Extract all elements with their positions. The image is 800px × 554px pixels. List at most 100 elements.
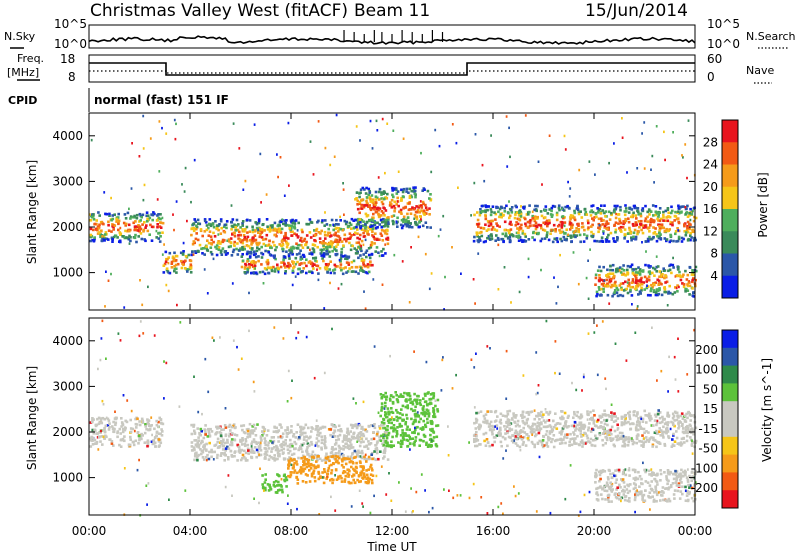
heatmap-cell bbox=[410, 189, 413, 193]
heatmap-cell bbox=[553, 205, 557, 208]
heatmap-cell bbox=[209, 250, 213, 254]
heatmap-cell bbox=[335, 249, 338, 252]
heatmap-cell bbox=[609, 268, 612, 272]
heatmap-cell bbox=[346, 270, 350, 273]
heatmap-cell bbox=[158, 170, 161, 173]
heatmap-cell bbox=[475, 421, 478, 424]
heatmap-cell bbox=[571, 223, 574, 227]
heatmap-cell bbox=[323, 307, 326, 310]
heatmap-cell bbox=[663, 229, 667, 233]
heatmap-cell bbox=[633, 228, 637, 232]
heatmap-cell bbox=[353, 247, 356, 250]
heatmap-cell bbox=[576, 434, 579, 438]
heatmap-cell bbox=[144, 425, 147, 428]
heatmap-cell bbox=[308, 455, 311, 458]
heatmap-cell bbox=[503, 210, 507, 213]
y-tick-label: 1000 bbox=[52, 266, 83, 280]
heatmap-cell bbox=[414, 195, 417, 199]
heatmap-cell bbox=[605, 274, 608, 277]
heatmap-cell bbox=[221, 448, 225, 451]
heatmap-cell bbox=[365, 186, 368, 190]
heatmap-cell bbox=[217, 425, 220, 429]
freq-tick-low: 8 bbox=[68, 70, 76, 84]
heatmap-cell bbox=[376, 129, 379, 132]
heatmap-cell bbox=[333, 155, 336, 158]
heatmap-cell bbox=[389, 399, 392, 402]
heatmap-cell bbox=[691, 228, 694, 232]
heatmap-cell bbox=[538, 422, 541, 426]
heatmap-cell bbox=[329, 242, 333, 245]
heatmap-cell bbox=[346, 429, 349, 433]
heatmap-cell bbox=[535, 428, 538, 432]
heatmap-cell bbox=[93, 236, 96, 239]
heatmap-cell bbox=[192, 446, 196, 449]
heatmap-cell bbox=[123, 306, 126, 309]
heatmap-cell bbox=[588, 160, 591, 163]
heatmap-cell bbox=[337, 287, 340, 290]
heatmap-cell bbox=[615, 238, 619, 242]
heatmap-cell bbox=[121, 430, 125, 434]
heatmap-cell bbox=[305, 435, 308, 439]
heatmap-cell bbox=[623, 442, 626, 446]
heatmap-cell bbox=[653, 439, 657, 442]
heatmap-cell bbox=[603, 428, 606, 432]
heatmap-cell bbox=[207, 457, 211, 461]
heatmap-cell bbox=[583, 228, 586, 232]
heatmap-cell bbox=[303, 457, 307, 461]
heatmap-cell bbox=[374, 444, 377, 447]
heatmap-cell bbox=[310, 443, 314, 446]
heatmap-cell bbox=[396, 419, 399, 422]
heatmap-cell bbox=[161, 231, 164, 234]
heatmap-cell bbox=[536, 204, 539, 208]
heatmap-cell bbox=[259, 435, 263, 438]
heatmap-cell bbox=[425, 443, 428, 446]
heatmap-cell bbox=[123, 213, 127, 216]
heatmap-cell bbox=[274, 479, 278, 483]
heatmap-cell bbox=[136, 225, 139, 229]
heatmap-cell bbox=[414, 405, 417, 409]
heatmap-cell bbox=[357, 241, 360, 244]
heatmap-cell bbox=[515, 221, 518, 224]
heatmap-cell bbox=[220, 249, 223, 253]
heatmap-cell bbox=[342, 182, 344, 185]
heatmap-cell bbox=[357, 439, 361, 442]
heatmap-cell bbox=[325, 477, 328, 480]
heatmap-cell bbox=[378, 435, 381, 439]
heatmap-cell bbox=[621, 444, 624, 448]
heatmap-cell bbox=[433, 415, 437, 419]
heatmap-cell bbox=[420, 151, 422, 155]
heatmap-cell bbox=[276, 153, 278, 156]
heatmap-cell bbox=[184, 267, 187, 270]
heatmap-cell bbox=[217, 245, 221, 249]
heatmap-cell bbox=[206, 453, 209, 457]
heatmap-cell bbox=[673, 440, 677, 443]
heatmap-cell bbox=[439, 228, 442, 231]
heatmap-cell bbox=[669, 291, 672, 295]
heatmap-cell bbox=[658, 275, 661, 279]
heatmap-cell bbox=[371, 424, 375, 428]
heatmap-cell bbox=[218, 426, 222, 430]
heatmap-cell bbox=[183, 190, 186, 193]
heatmap-cell bbox=[654, 213, 657, 217]
heatmap-cell bbox=[279, 156, 282, 159]
heatmap-cell bbox=[667, 211, 670, 215]
heatmap-cell bbox=[161, 221, 165, 225]
heatmap-cell bbox=[581, 225, 585, 229]
heatmap-cell bbox=[491, 443, 494, 447]
heatmap-cell bbox=[220, 253, 224, 256]
heatmap-cell bbox=[676, 227, 679, 230]
heatmap-cell bbox=[216, 427, 219, 430]
heatmap-cell bbox=[111, 427, 115, 431]
heatmap-cell bbox=[199, 229, 203, 233]
heatmap-cell bbox=[692, 432, 695, 436]
heatmap-cell bbox=[578, 168, 581, 172]
heatmap-cell bbox=[577, 222, 580, 226]
heatmap-cell bbox=[662, 267, 665, 270]
heatmap-cell bbox=[422, 405, 425, 408]
heatmap-cell bbox=[272, 265, 275, 269]
heatmap-cell bbox=[231, 432, 234, 435]
heatmap-cell bbox=[634, 214, 637, 217]
heatmap-cell bbox=[600, 415, 604, 419]
heatmap-cell bbox=[226, 239, 229, 242]
heatmap-cell bbox=[118, 240, 122, 243]
